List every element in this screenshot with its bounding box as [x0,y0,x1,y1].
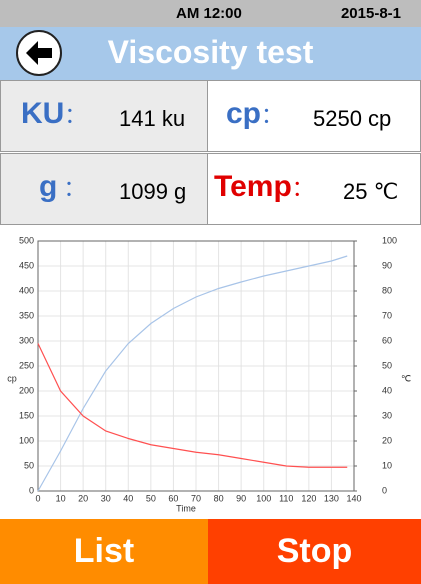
reading-label: cp： [226,97,283,131]
action-button[interactable]: Stop [208,519,421,584]
page-title: Viscosity test [107,34,314,70]
data-line [37,255,348,492]
y2-tick-label: 0 [382,485,387,495]
y-tick-label: 300 [19,335,34,345]
reading-cell: KU： 141 ku [0,80,208,152]
reading-value: 141 ku [119,106,186,131]
x-tick-label: 70 [191,493,201,503]
x-tick-label: 130 [324,493,339,503]
y-tick-label: 200 [19,385,34,395]
x-tick-label: 10 [56,493,66,503]
x-tick-label: 50 [146,493,156,503]
back-arrow [26,41,52,65]
y-tick-label: 250 [19,360,34,370]
header: Viscosity test [0,27,421,80]
y-tick-label: 100 [19,435,34,445]
x-tick-label: 120 [301,493,316,503]
y-tick-label: 500 [19,235,34,245]
reading-name: Temp [214,170,292,203]
y2-tick-label: 60 [382,335,392,345]
y2-tick-label: 70 [382,310,392,320]
x-tick-label: 30 [101,493,111,503]
y2-axis-label: ℃ [401,373,411,383]
y2-tick-label: 40 [382,385,392,395]
y-tick-label: 0 [29,485,34,495]
y-tick-label: 150 [19,410,34,420]
y-tick-label: 450 [19,260,34,270]
x-tick-label: 0 [35,493,40,503]
y2-tick-label: 100 [382,235,397,245]
x-axis-label: Time [176,503,196,513]
x-tick-label: 20 [78,493,88,503]
reading-value: 25 ℃ [343,179,399,204]
y2-tick-label: 20 [382,435,392,445]
reading-separator: ： [291,176,314,201]
y-tick-label: 350 [19,310,34,320]
data-line [37,343,348,468]
reading-cell: cp： 5250 cp [207,80,421,152]
plot-frame [37,240,355,492]
y-tick-label: 400 [19,285,34,295]
y-axis-label: cp [7,373,17,383]
reading-separator: ： [57,176,86,201]
reading-label: Temp： [214,170,314,204]
reading-label: g ： [39,170,85,204]
x-tick-label: 140 [346,493,361,503]
reading-name: g [39,170,58,203]
y2-tick-label: 10 [382,460,392,470]
action-button[interactable]: List [0,519,208,584]
reading-value: 1099 g [119,179,187,204]
reading-separator: ： [64,103,87,128]
y-tick-label: 50 [24,460,34,470]
x-tick-label: 100 [256,493,271,503]
reading-cell: Temp： 25 ℃ [207,153,421,225]
y2-tick-label: 50 [382,360,392,370]
chart: 0501001502002503003504004505000102030405… [7,235,411,513]
reading-value: 5250 cp [313,106,392,131]
status-time: AM 12:00 [176,5,242,22]
x-tick-label: 90 [236,493,246,503]
reading-name: KU [21,97,65,130]
reading-separator: ： [261,103,284,128]
reading-cell: g ： 1099 g [0,153,208,225]
status-date: 2015-8-1 [340,5,401,22]
y2-tick-label: 30 [382,410,392,420]
y2-tick-label: 90 [382,260,392,270]
reading-name: cp [226,97,262,130]
status-bar: AM 12:00 2015-8-1 [0,0,421,27]
back-button[interactable] [16,30,62,76]
reading-label: KU： [21,97,86,131]
x-tick-label: 80 [214,493,224,503]
x-tick-label: 60 [168,493,178,503]
x-tick-label: 110 [279,493,293,503]
x-tick-label: 40 [123,493,133,503]
y2-tick-label: 80 [382,285,392,295]
